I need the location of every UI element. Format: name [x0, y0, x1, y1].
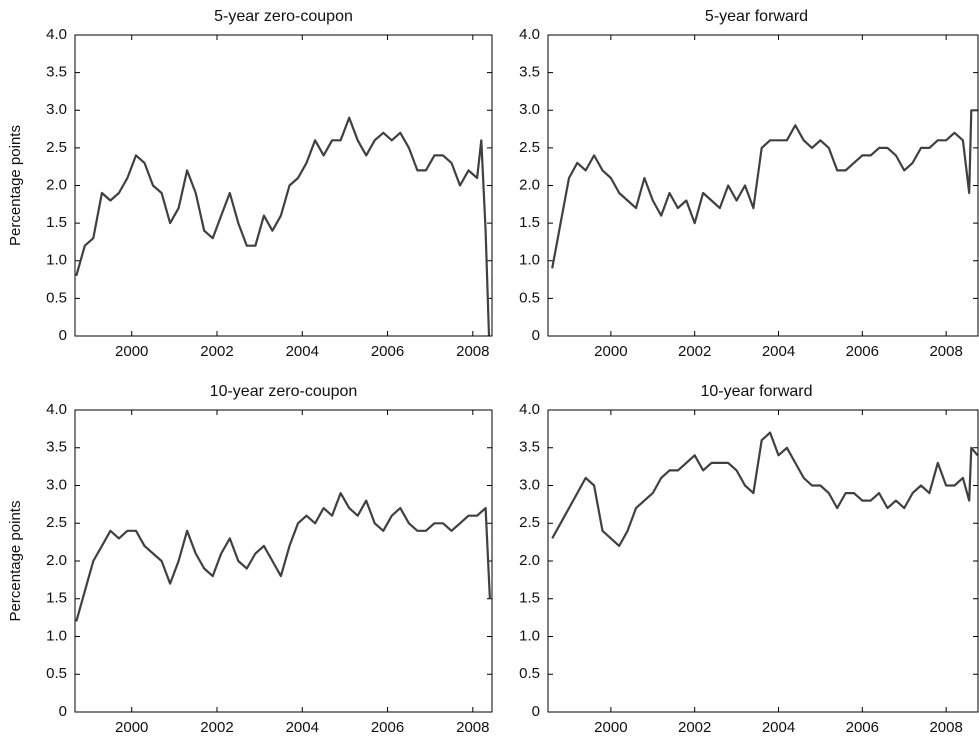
y-tick-label: 4.0 — [519, 401, 540, 418]
y-tick-label: 2.5 — [519, 514, 540, 531]
y-tick-label: 1.0 — [46, 627, 67, 644]
y-tick-label: 2.0 — [46, 552, 67, 569]
y-tick-label: 1.5 — [519, 214, 540, 231]
y-tick-label: 4.0 — [519, 26, 540, 43]
x-tick-label: 2008 — [929, 343, 962, 360]
y-tick-label: 0.5 — [46, 665, 67, 682]
y-tick-label: 2.0 — [46, 176, 67, 193]
y-tick-label: 0.5 — [519, 665, 540, 682]
chart-title: 5-year forward — [705, 8, 808, 25]
x-tick-label: 2006 — [371, 719, 404, 736]
x-tick-label: 2006 — [371, 343, 404, 360]
y-tick-label: 1.5 — [46, 214, 67, 231]
y-tick-label: 3.0 — [46, 476, 67, 493]
x-tick-label: 2004 — [286, 719, 319, 736]
y-tick-label: 3.5 — [46, 439, 67, 456]
x-tick-label: 2002 — [200, 343, 233, 360]
y-tick-label: 3.5 — [519, 64, 540, 81]
y-tick-label: 0.5 — [46, 289, 67, 306]
y-axis-label: Percentage points — [7, 125, 24, 246]
plot-frame — [74, 34, 493, 337]
x-tick-label: 2000 — [594, 343, 627, 360]
series-line — [75, 116, 491, 337]
series-line — [551, 431, 979, 547]
series-line — [75, 492, 491, 622]
x-tick-label: 2004 — [762, 719, 795, 736]
series-line — [551, 109, 978, 269]
x-tick-label: 2008 — [929, 719, 962, 736]
y-tick-label: 4.0 — [46, 26, 67, 43]
y-tick-label: 1.0 — [519, 252, 540, 269]
chart-title: 5-year zero-coupon — [214, 8, 353, 25]
y-tick-label: 0 — [532, 703, 540, 720]
y-tick-label: 3.5 — [519, 439, 540, 456]
x-tick-label: 2002 — [678, 343, 711, 360]
y-tick-label: 1.0 — [46, 252, 67, 269]
y-tick-label: 0 — [532, 327, 540, 344]
x-tick-label: 2000 — [115, 343, 148, 360]
x-tick-label: 2008 — [456, 343, 489, 360]
y-tick-label: 0 — [59, 703, 67, 720]
x-tick-label: 2002 — [678, 719, 711, 736]
x-tick-label: 2006 — [846, 343, 879, 360]
plot-frame — [547, 409, 979, 713]
y-tick-label: 2.5 — [519, 139, 540, 156]
y-tick-label: 0.5 — [519, 289, 540, 306]
y-tick-label: 3.5 — [46, 64, 67, 81]
chart-title: 10-year forward — [700, 383, 812, 400]
x-tick-label: 2002 — [200, 719, 233, 736]
y-tick-label: 3.0 — [519, 101, 540, 118]
chart-title: 10-year zero-coupon — [210, 383, 358, 400]
x-tick-label: 2006 — [846, 719, 879, 736]
y-tick-label: 2.0 — [519, 176, 540, 193]
y-tick-label: 0 — [59, 327, 67, 344]
y-tick-label: 3.0 — [519, 476, 540, 493]
y-tick-label: 3.0 — [46, 101, 67, 118]
y-axis-label: Percentage points — [7, 501, 24, 622]
x-tick-label: 2004 — [286, 343, 319, 360]
plot-frame — [547, 34, 979, 337]
x-tick-label: 2004 — [762, 343, 795, 360]
x-tick-label: 2000 — [115, 719, 148, 736]
y-tick-label: 4.0 — [46, 401, 67, 418]
x-tick-label: 2008 — [456, 719, 489, 736]
y-tick-label: 1.0 — [519, 627, 540, 644]
y-tick-label: 2.5 — [46, 139, 67, 156]
y-tick-label: 1.5 — [519, 590, 540, 607]
y-tick-label: 2.0 — [519, 552, 540, 569]
y-tick-label: 2.5 — [46, 514, 67, 531]
plot-frame — [74, 409, 493, 713]
y-tick-label: 1.5 — [46, 590, 67, 607]
x-tick-label: 2000 — [594, 719, 627, 736]
